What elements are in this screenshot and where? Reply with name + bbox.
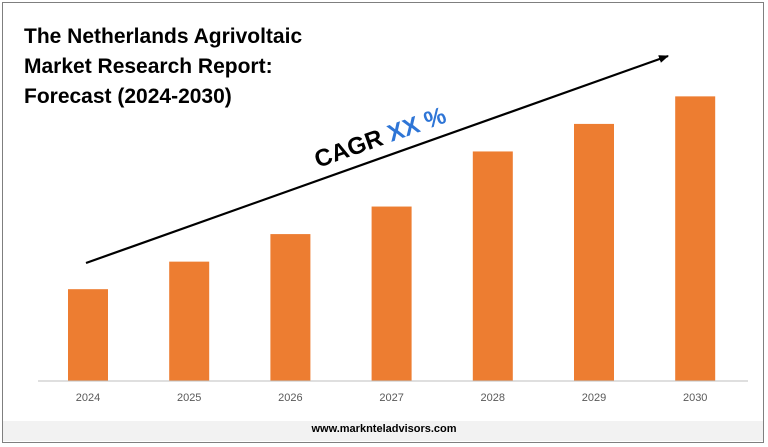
bar-2025 — [169, 261, 210, 381]
bar-2026 — [270, 234, 311, 381]
chart-title: The Netherlands Agrivoltaic Market Resea… — [24, 22, 302, 112]
title-line-2: Market Research Report: — [24, 55, 273, 78]
cagr-value: XX % — [384, 102, 450, 148]
x-tick-label-2027: 2027 — [379, 392, 403, 404]
title-line-1: The Netherlands Agrivoltaic — [24, 25, 303, 48]
x-tick-label-2024: 2024 — [76, 392, 100, 404]
bar-2030 — [675, 96, 716, 381]
growth-arrow — [85, 54, 669, 265]
bar-2029 — [574, 123, 614, 381]
cagr-annotation: CAGRXX % — [311, 102, 450, 174]
bar-2028 — [472, 151, 513, 381]
bars-group — [68, 96, 716, 381]
bar-2024 — [68, 289, 108, 381]
x-tick-label-2028: 2028 — [481, 392, 505, 404]
x-tick-label-2029: 2029 — [582, 392, 606, 404]
bar-2027 — [371, 206, 412, 381]
footer-url[interactable]: www.marknteladvisors.com — [311, 423, 457, 435]
title-line-3: Forecast (2024-2030) — [24, 85, 232, 108]
x-tick-label-2025: 2025 — [177, 392, 201, 404]
x-tick-labels: 2024 2025 2026 2027 2028 2029 2030 — [76, 392, 708, 404]
x-tick-label-2030: 2030 — [683, 392, 707, 404]
chart-frame — [2, 2, 764, 443]
x-tick-label-2026: 2026 — [278, 392, 302, 404]
footer-bar — [3, 421, 763, 441]
cagr-prefix: CAGR — [311, 125, 387, 174]
